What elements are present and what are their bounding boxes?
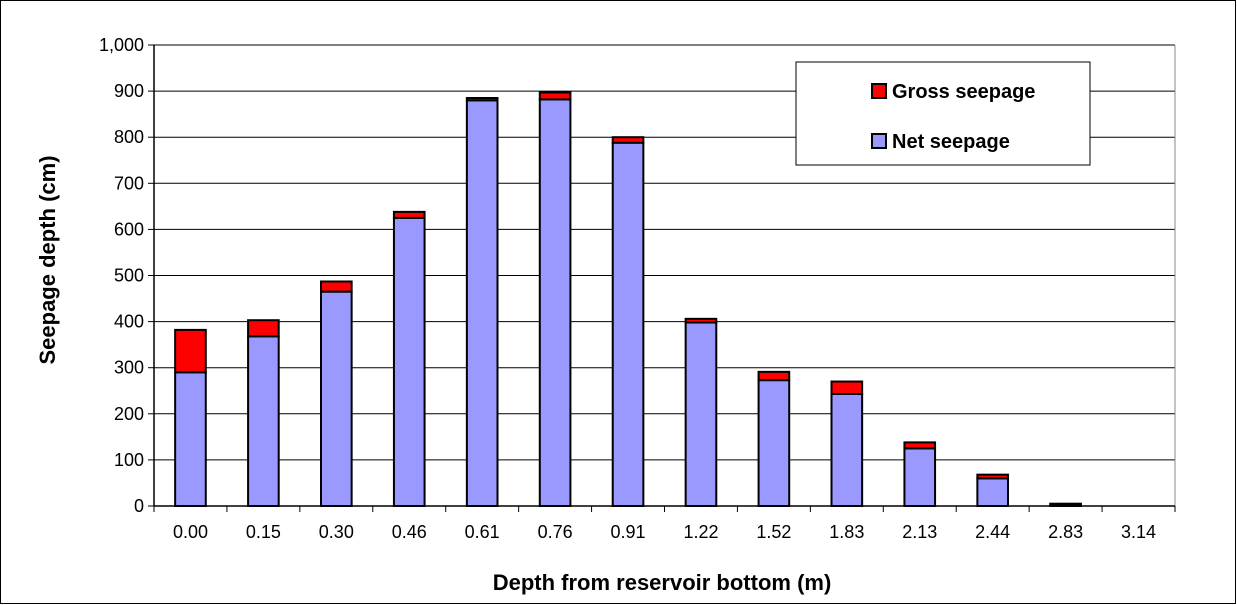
bar-gross-seepage xyxy=(684,317,718,324)
bar-net-seepage xyxy=(247,335,280,507)
x-tick-label: 1.52 xyxy=(756,522,791,542)
bar-gross-seepage xyxy=(611,136,645,144)
y-axis-title: Seepage depth (cm) xyxy=(35,155,60,364)
legend: Gross seepage Net seepage xyxy=(795,61,1091,166)
legend-swatch xyxy=(871,133,887,149)
y-tick-label: 500 xyxy=(114,266,144,286)
y-tick-label: 700 xyxy=(114,173,144,193)
x-tick-label: 0.15 xyxy=(246,522,281,542)
y-tick-label: 300 xyxy=(114,358,144,378)
bar-gross-seepage xyxy=(976,473,1009,480)
bar-net-seepage xyxy=(684,321,718,507)
y-tick-label: 100 xyxy=(114,450,144,470)
x-tick-label: 0.76 xyxy=(538,522,573,542)
bar-gross-seepage xyxy=(174,328,207,374)
y-tick-label: 1,000 xyxy=(99,35,144,55)
bar-net-seepage xyxy=(976,477,1009,507)
bar-gross-seepage xyxy=(538,91,572,101)
legend-label: Net seepage xyxy=(892,131,1010,153)
x-tick-label: 2.44 xyxy=(975,522,1010,542)
x-tick-label: 0.30 xyxy=(319,522,354,542)
legend-swatch xyxy=(871,83,887,99)
bar-net-seepage xyxy=(830,392,864,507)
bar-net-seepage xyxy=(538,98,572,507)
x-tick-label: 0.00 xyxy=(173,522,208,542)
legend-label: Gross seepage xyxy=(892,81,1035,103)
bar-net-seepage xyxy=(320,290,353,508)
legend-box xyxy=(795,61,1091,166)
y-tick-label: 400 xyxy=(114,312,144,332)
x-tick-label: 2.83 xyxy=(1048,522,1083,542)
y-tick-label: 900 xyxy=(114,81,144,101)
bar-gross-seepage xyxy=(392,210,426,219)
bar-gross-seepage xyxy=(320,280,353,293)
y-tick-label: 0 xyxy=(134,496,144,516)
x-tick-label: 1.83 xyxy=(829,522,864,542)
bar-net-seepage xyxy=(757,379,791,507)
y-tick-label: 200 xyxy=(114,404,144,424)
y-tick-label: 600 xyxy=(114,219,144,239)
bar-net-seepage xyxy=(611,141,645,507)
bar-net-seepage xyxy=(174,371,207,507)
bar-net-seepage xyxy=(392,216,426,507)
x-tick-label: 1.22 xyxy=(683,522,718,542)
x-tick-label: 0.46 xyxy=(392,522,427,542)
x-tick-label: 0.61 xyxy=(465,522,500,542)
bar-gross-seepage xyxy=(247,319,280,338)
bar-net-seepage xyxy=(465,99,499,507)
bar-gross-seepage xyxy=(903,441,937,450)
bar-gross-seepage xyxy=(757,370,791,382)
bar-gross-seepage xyxy=(465,97,499,102)
x-tick-label: 0.91 xyxy=(611,522,646,542)
bar-gross-seepage xyxy=(1049,502,1082,506)
bar-gross-seepage xyxy=(830,380,864,395)
y-tick-label: 800 xyxy=(114,127,144,147)
bar-net-seepage xyxy=(903,447,937,507)
x-tick-label: 3.14 xyxy=(1121,522,1156,542)
x-tick-label: 2.13 xyxy=(902,522,937,542)
x-axis-title: Depth from reservoir bottom (m) xyxy=(493,570,832,595)
